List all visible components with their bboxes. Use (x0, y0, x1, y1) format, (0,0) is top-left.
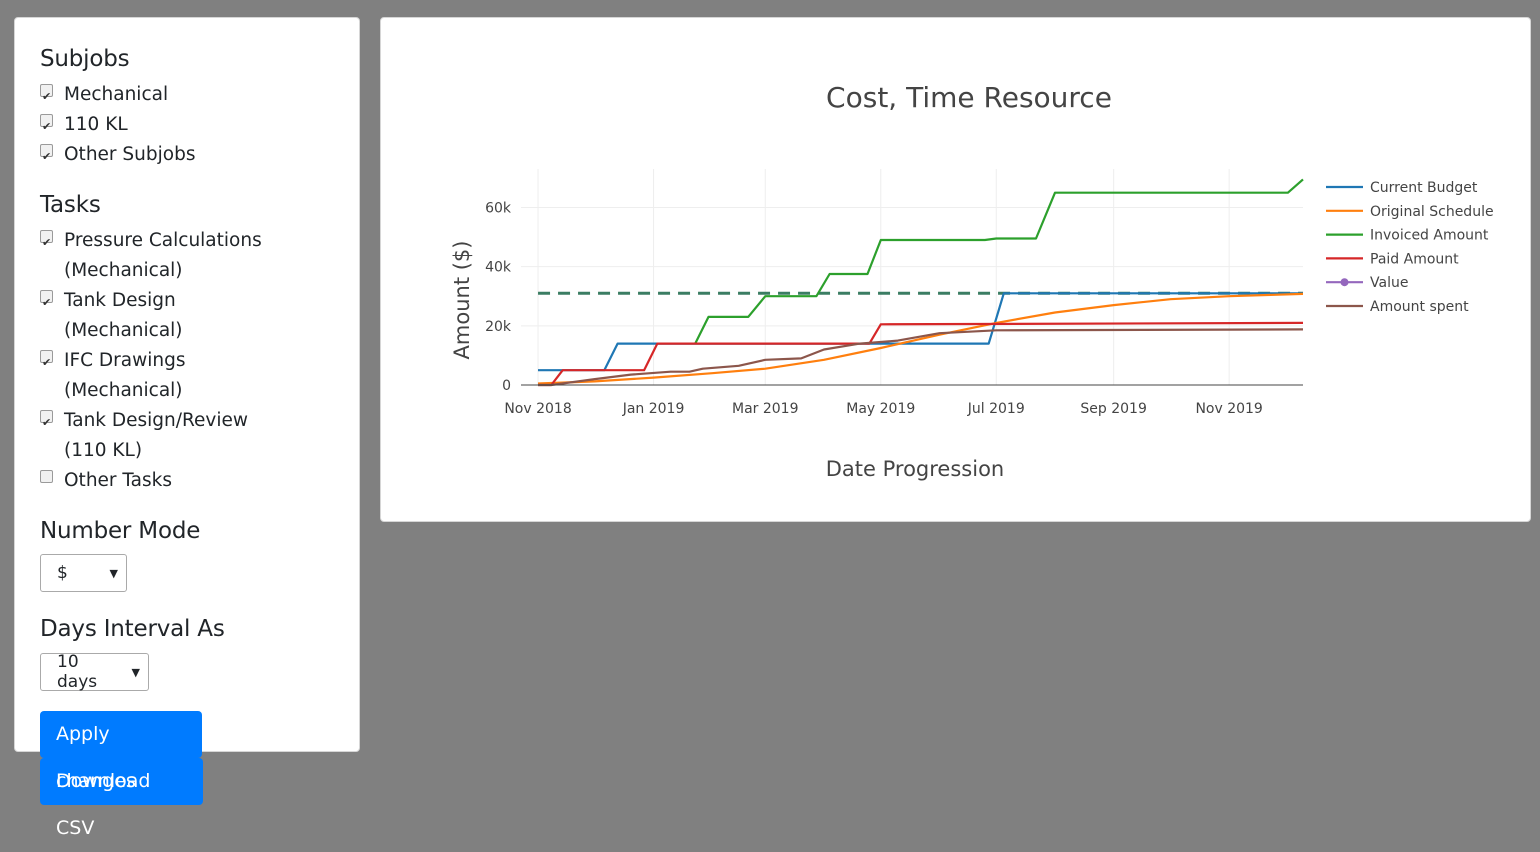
number-mode-heading: Number Mode (40, 518, 201, 544)
legend-label: Current Budget (1370, 180, 1478, 196)
days-interval-value: 10 days (57, 652, 98, 692)
legend-label: Paid Amount (1370, 251, 1459, 267)
series-line (538, 328, 1304, 387)
legend-item[interactable]: Original Schedule (1326, 204, 1494, 220)
chart-grid (521, 169, 1303, 385)
chart-series (537, 178, 1304, 387)
apply-changes-button[interactable]: Apply changes (40, 711, 202, 792)
y-axis-label: Amount ($) (450, 241, 474, 360)
checkbox-item[interactable]: Tank Design/Review (110 KL) (40, 406, 334, 466)
legend-label: Amount spent (1370, 299, 1469, 315)
checkbox-label: Tank Design/Review (110 KL) (64, 410, 249, 461)
days-interval-heading: Days Interval As (40, 616, 225, 642)
x-tick-label: Mar 2019 (732, 401, 799, 417)
legend-item[interactable]: Value (1326, 275, 1408, 291)
checkbox-checked[interactable] (40, 82, 53, 112)
checkbox-checked[interactable] (40, 288, 53, 318)
subjobs-group: Subjobs Mechanical 110 KL Other Subjobs (40, 44, 334, 172)
number-mode-group: Number Mode $ ▼ (40, 516, 334, 592)
chevron-down-icon: ▼ (131, 665, 140, 679)
days-interval-select[interactable]: 10 days ▼ (40, 652, 149, 692)
series-line (537, 292, 1304, 385)
checkbox-checked[interactable] (40, 142, 53, 172)
chart-axes: Nov 2018 Jan 2019 Mar 2019 May 2019 Jul 2019… (485, 200, 1303, 417)
series-line (538, 292, 1303, 372)
checkbox-item[interactable]: 110 KL (40, 110, 334, 142)
x-tick-label: Nov 2019 (1195, 401, 1262, 417)
legend-item[interactable]: Paid Amount (1326, 251, 1459, 267)
tasks-group: Tasks Pressure Calculations (Mechanical)… (40, 190, 334, 496)
checkbox-checked[interactable] (40, 228, 53, 258)
x-tick-label: Nov 2018 (504, 401, 571, 417)
checkbox-checked[interactable] (40, 408, 53, 438)
chart-title: Cost, Time Resource (826, 81, 1112, 114)
checkbox-item[interactable]: Mechanical (40, 80, 334, 112)
x-tick-label: Sep 2019 (1080, 401, 1146, 417)
y-tick-label: 20k (485, 319, 512, 335)
checkbox-item[interactable]: IFC Drawings (Mechanical) (40, 346, 334, 406)
y-tick-label: 0 (502, 378, 511, 394)
checkbox-checked[interactable] (40, 348, 53, 378)
legend-item[interactable]: Invoiced Amount (1326, 228, 1489, 244)
checkbox-checked[interactable] (40, 112, 53, 142)
tasks-heading: Tasks (40, 192, 101, 218)
checkbox-label: 110 KL (64, 114, 128, 135)
y-tick-label: 40k (485, 260, 512, 276)
series-line (694, 178, 1304, 345)
checkbox-label: Other Tasks (64, 470, 172, 491)
checkbox-item[interactable]: Other Subjobs (40, 140, 334, 172)
checkbox-label: Pressure Calculations (Mechanical) (64, 230, 262, 281)
legend-label: Invoiced Amount (1370, 228, 1489, 244)
chevron-down-icon: ▼ (109, 566, 118, 580)
checkbox-label: IFC Drawings (Mechanical) (64, 350, 186, 401)
x-tick-label: May 2019 (846, 401, 915, 417)
legend-item[interactable]: Current Budget (1326, 180, 1478, 196)
checkbox-label: Mechanical (64, 84, 169, 105)
filter-sidebar: Subjobs Mechanical 110 KL Other Subjobs Ta… (14, 17, 360, 839)
x-tick-label: Jul 2019 (967, 401, 1025, 417)
x-tick-label: Jan 2019 (622, 401, 685, 417)
checkbox-unchecked[interactable] (40, 470, 53, 483)
subjobs-heading: Subjobs (40, 46, 130, 72)
legend-label: Value (1370, 275, 1408, 291)
x-axis-label: Date Progression (826, 457, 1004, 481)
chart-legend[interactable]: Current Budget Original Schedule Invoiced … (1326, 180, 1494, 315)
days-interval-group: Days Interval As 10 days ▼ (40, 614, 334, 692)
checkbox-item[interactable]: Tank Design (Mechanical) (40, 286, 334, 346)
legend-item[interactable]: Amount spent (1326, 299, 1469, 315)
y-tick-label: 60k (485, 200, 512, 216)
checkbox-label: Tank Design (Mechanical) (64, 290, 183, 341)
series-line (538, 321, 1304, 387)
checkbox-item[interactable]: Pressure Calculations (Mechanical) (40, 226, 334, 286)
checkbox-item[interactable]: Other Tasks (40, 466, 334, 496)
cost-time-chart[interactable]: Cost, Time Resource Nov 2018 Jan 2019 Mar … (381, 18, 1532, 523)
chart-card: Cost, Time Resource Nov 2018 Jan 2019 Mar … (380, 17, 1531, 522)
number-mode-value: $ (57, 563, 68, 583)
download-csv-button[interactable]: Download CSV (40, 758, 203, 839)
number-mode-select[interactable]: $ ▼ (40, 554, 127, 592)
legend-label: Original Schedule (1370, 204, 1494, 220)
checkbox-label: Other Subjobs (64, 144, 196, 165)
